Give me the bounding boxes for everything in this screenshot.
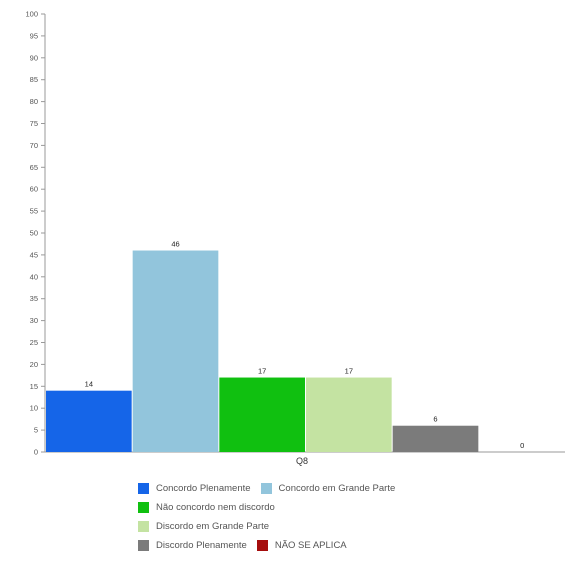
legend-item[interactable]: NÃO SE APLICA xyxy=(256,540,347,551)
chart-bars: 14 46 17 17 6 0 xyxy=(46,240,524,452)
legend-item[interactable]: Discordo Plenamente xyxy=(138,540,247,551)
bar xyxy=(219,377,305,452)
bar xyxy=(306,377,392,452)
bar-chart: 0510152025303540455055606570758085909510… xyxy=(25,10,565,466)
legend-label: Discordo em Grande Parte xyxy=(156,521,269,532)
chart-axes: 0510152025303540455055606570758085909510… xyxy=(25,10,565,466)
legend-label: Concordo em Grande Parte xyxy=(278,483,396,494)
bar-value-label: 17 xyxy=(258,367,266,376)
y-tick-label: 70 xyxy=(30,141,38,150)
legend-item[interactable]: Concordo Plenamente xyxy=(138,483,251,494)
legend-swatch xyxy=(260,483,272,494)
y-tick-label: 20 xyxy=(30,360,38,369)
legend-row: Não concordo nem discordo xyxy=(138,499,498,516)
chart-legend: Concordo Plenamente Concordo em Grande Pa… xyxy=(138,480,498,556)
y-tick-label: 100 xyxy=(25,10,38,19)
bar-value-label: 46 xyxy=(171,240,179,249)
bar-value-label: 14 xyxy=(85,380,93,389)
legend-label: NÃO SE APLICA xyxy=(274,540,347,551)
legend-label: Discordo Plenamente xyxy=(156,540,247,551)
legend-swatch xyxy=(138,502,149,513)
legend-item[interactable]: Não concordo nem discordo xyxy=(138,502,275,513)
x-category-label: Q8 xyxy=(296,456,308,466)
y-tick-label: 25 xyxy=(30,338,38,347)
y-tick-label: 5 xyxy=(34,426,38,435)
y-tick-label: 60 xyxy=(30,185,38,194)
legend-item[interactable]: Concordo em Grande Parte xyxy=(260,483,396,494)
bar xyxy=(46,390,132,452)
y-tick-label: 80 xyxy=(30,97,38,106)
y-tick-label: 50 xyxy=(30,229,38,238)
y-tick-label: 85 xyxy=(30,75,38,84)
y-tick-label: 35 xyxy=(30,294,38,303)
legend-label: Concordo Plenamente xyxy=(156,483,251,494)
y-tick-label: 95 xyxy=(30,31,38,40)
y-tick-label: 40 xyxy=(30,272,38,281)
bar-value-label: 6 xyxy=(433,415,437,424)
bar-value-label: 17 xyxy=(345,367,353,376)
bar xyxy=(132,250,219,452)
bar-value-label: 0 xyxy=(520,441,524,450)
bar xyxy=(392,425,479,452)
y-tick-label: 90 xyxy=(30,53,38,62)
y-tick-label: 0 xyxy=(34,448,38,457)
legend-swatch xyxy=(256,540,268,551)
y-tick-label: 10 xyxy=(30,404,38,413)
legend-row: Discordo em Grande Parte xyxy=(138,518,498,535)
legend-swatch xyxy=(138,521,149,532)
y-tick-label: 15 xyxy=(30,382,38,391)
legend-row: Discordo Plenamente NÃO SE APLICA xyxy=(138,537,498,554)
y-tick-label: 45 xyxy=(30,250,38,259)
legend-swatch xyxy=(138,540,149,551)
y-tick-label: 75 xyxy=(30,119,38,128)
legend-item[interactable]: Discordo em Grande Parte xyxy=(138,521,269,532)
y-tick-label: 55 xyxy=(30,207,38,216)
y-tick-label: 30 xyxy=(30,316,38,325)
legend-label: Não concordo nem discordo xyxy=(156,502,275,513)
legend-swatch xyxy=(138,483,149,494)
y-tick-label: 65 xyxy=(30,163,38,172)
legend-row: Concordo Plenamente Concordo em Grande Pa… xyxy=(138,480,498,497)
